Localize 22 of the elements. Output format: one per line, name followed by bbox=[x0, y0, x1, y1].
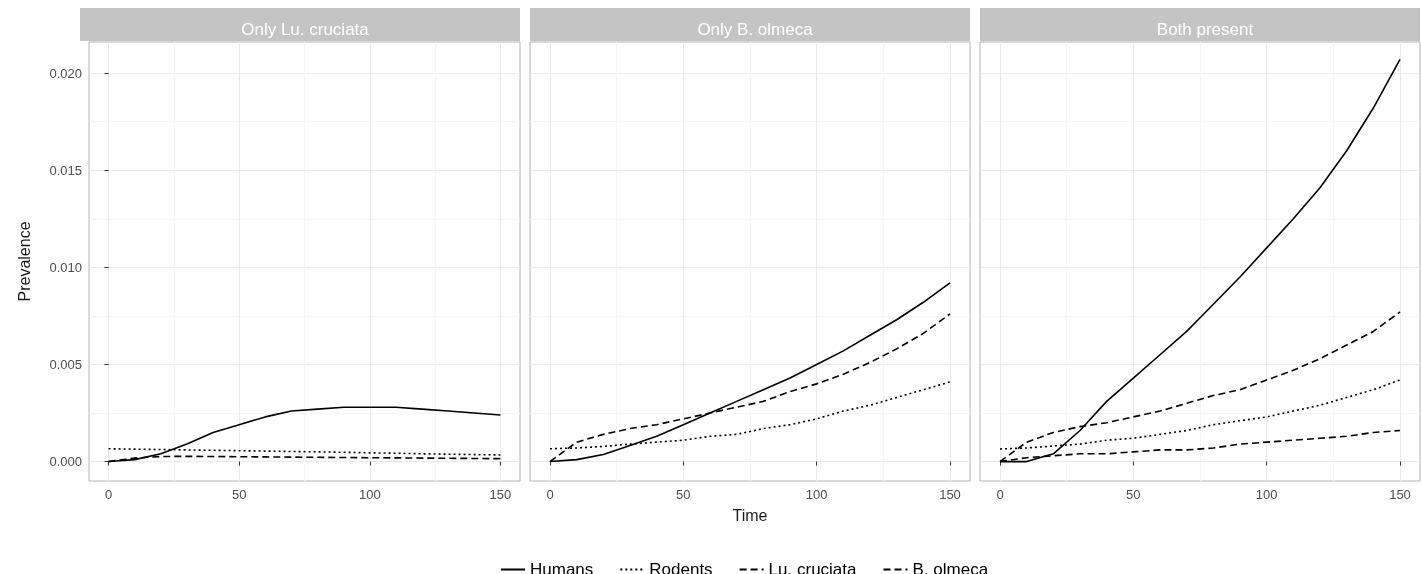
y-tick-label: 0.015 bbox=[49, 162, 82, 178]
x-tick-label: 150 bbox=[1389, 487, 1411, 502]
x-tick-label: 100 bbox=[358, 487, 381, 502]
x-tick-label: 50 bbox=[1126, 487, 1141, 502]
y-tick-label: 0.005 bbox=[49, 356, 82, 372]
x-tick-label: 0 bbox=[546, 487, 554, 502]
y-tick-label: 0.010 bbox=[49, 259, 82, 275]
x-tick-label: 0 bbox=[996, 487, 1004, 502]
chart-title: Only Lu. cruciata bbox=[241, 20, 370, 39]
x-tick-label: 0 bbox=[104, 487, 113, 502]
y-tick-label: 0.000 bbox=[49, 454, 82, 470]
x-tick-label: 150 bbox=[489, 487, 512, 502]
x-tick-label: 100 bbox=[805, 487, 828, 502]
x-tick-label: 50 bbox=[231, 487, 247, 502]
chart-title: Both present bbox=[1156, 20, 1254, 39]
y-tick-label: 0.020 bbox=[49, 65, 82, 81]
x-tick-label: 100 bbox=[1255, 487, 1278, 502]
chart-title: Only B. olmeca bbox=[697, 20, 814, 39]
x-tick-label: 50 bbox=[676, 487, 691, 502]
x-axis-title: Time bbox=[732, 506, 768, 524]
x-tick-label: 150 bbox=[939, 487, 961, 502]
y-axis-title: Prevalence bbox=[15, 221, 33, 302]
